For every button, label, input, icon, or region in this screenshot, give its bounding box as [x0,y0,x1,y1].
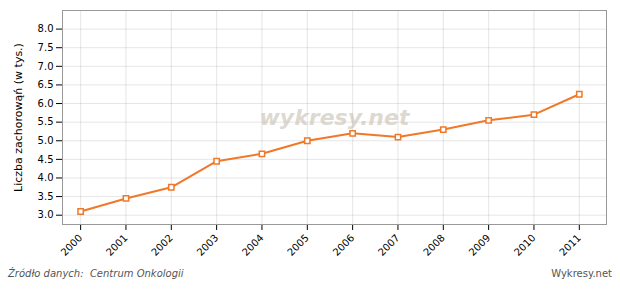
svg-text:Liczba zachorowąń (w tys.): Liczba zachorowąń (w tys.) [12,43,25,192]
svg-text:2007: 2007 [376,232,402,258]
svg-text:7.5: 7.5 [38,42,54,53]
svg-text:8.0: 8.0 [38,23,54,34]
svg-text:wykresy.net: wykresy.net [260,105,411,130]
svg-text:2000: 2000 [59,232,85,258]
svg-text:2009: 2009 [467,232,493,258]
svg-text:2008: 2008 [421,232,447,258]
html-text:Wykresy.net: Wykresy.net [551,268,612,279]
svg-text:4.5: 4.5 [38,154,54,165]
svg-text:7.0: 7.0 [38,61,54,72]
svg-text:2003: 2003 [195,232,221,258]
svg-text:2002: 2002 [149,232,175,258]
svg-text:2004: 2004 [240,232,266,258]
svg-text:2010: 2010 [512,232,538,258]
svg-text:2001: 2001 [104,232,130,258]
svg-text:2011: 2011 [557,232,583,258]
svg-text:4.0: 4.0 [38,172,54,183]
svg-text:5.0: 5.0 [38,135,54,146]
svg-text:2005: 2005 [285,232,311,258]
svg-text:5.5: 5.5 [38,116,54,127]
svg-text:3.0: 3.0 [38,209,54,220]
svg-text:2006: 2006 [331,232,357,258]
html-text:Źródło danych: Centrum Onkolog: Źródło danych: Centrum Onkologii [8,268,184,279]
svg-text:6.0: 6.0 [38,98,54,109]
svg-text:3.5: 3.5 [38,191,54,202]
svg-text:6.5: 6.5 [38,79,54,90]
